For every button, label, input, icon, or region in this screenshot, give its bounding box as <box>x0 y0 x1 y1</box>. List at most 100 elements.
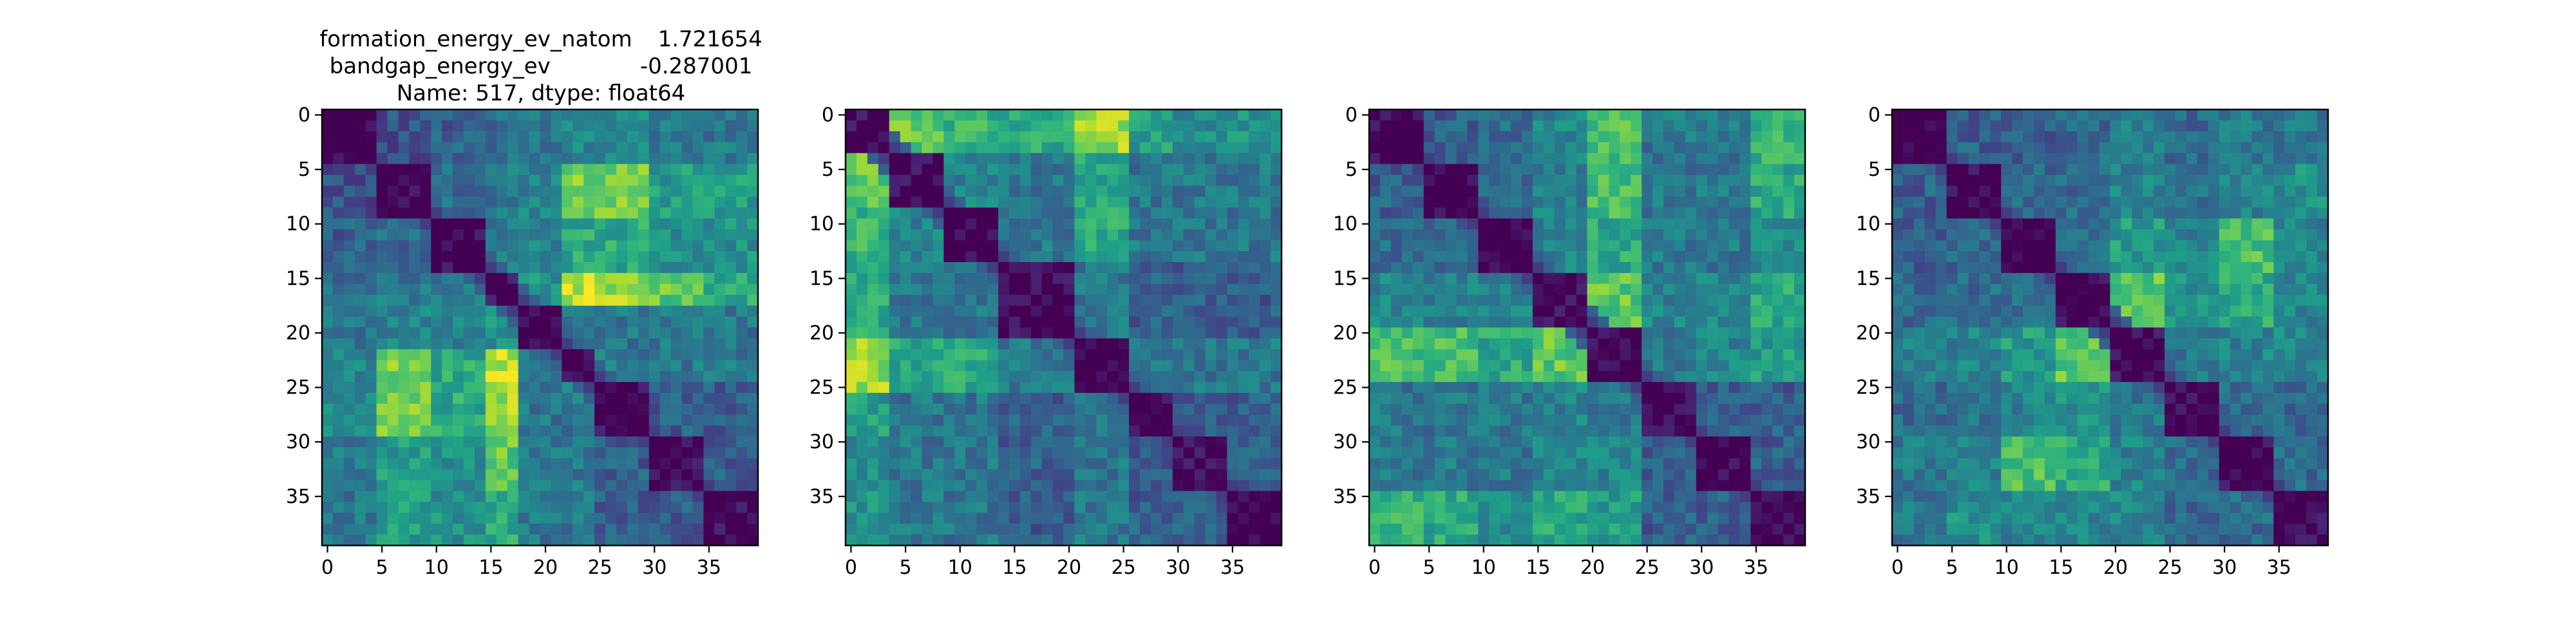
heatmap-cell <box>1063 109 1075 121</box>
heatmap-cell <box>2317 120 2329 132</box>
heatmap-cell <box>1238 272 1249 285</box>
heatmap-cell <box>1707 294 1719 307</box>
heatmap-cell <box>474 207 486 219</box>
heatmap-cell <box>1271 196 1282 208</box>
heatmap-cell <box>1085 491 1097 502</box>
heatmap-cell <box>1576 218 1588 230</box>
heatmap-cell <box>703 218 715 230</box>
heatmap-cell <box>605 469 617 481</box>
heatmap-cell <box>954 360 966 372</box>
heatmap-cell <box>1390 480 1403 491</box>
heatmap-cell <box>343 327 355 339</box>
heatmap-cell <box>998 109 1010 121</box>
heatmap-cell <box>540 283 552 296</box>
heatmap-cell <box>670 272 683 285</box>
heatmap-cell <box>529 294 541 307</box>
heatmap-cell <box>638 535 650 546</box>
heatmap-cell <box>1009 458 1021 470</box>
heatmap-cell <box>518 240 530 252</box>
heatmap-cell <box>573 196 584 208</box>
heatmap-cell <box>954 218 966 230</box>
heatmap-cell <box>856 207 868 219</box>
heatmap-cell <box>1390 371 1403 383</box>
heatmap-cell <box>1107 502 1119 513</box>
heatmap-cell <box>1139 414 1151 426</box>
heatmap-cell <box>867 207 879 219</box>
heatmap-cell <box>889 458 901 470</box>
heatmap-cell <box>529 272 541 285</box>
heatmap-cell <box>616 524 628 535</box>
heatmap-cell <box>933 371 944 383</box>
heatmap-cell <box>605 403 617 415</box>
heatmap-cell <box>1728 251 1741 263</box>
heatmap-cell <box>1183 524 1195 535</box>
heatmap-cell <box>1041 175 1054 187</box>
heatmap-cell <box>1521 469 1533 481</box>
heatmap-cell <box>354 109 366 121</box>
heatmap-cell <box>474 120 486 132</box>
heatmap-cell <box>1772 153 1784 165</box>
heatmap-cell <box>453 240 464 252</box>
heatmap-cell <box>1096 175 1108 187</box>
heatmap-cell <box>420 458 431 470</box>
heatmap-cell <box>1194 535 1206 546</box>
heatmap-cell <box>627 524 639 535</box>
heatmap-cell <box>1500 164 1511 176</box>
heatmap-cell <box>638 120 650 132</box>
heatmap-cell <box>1107 403 1119 415</box>
heatmap-cell <box>1369 502 1381 513</box>
heatmap-cell <box>1587 185 1599 198</box>
heatmap-cell <box>365 469 377 481</box>
heatmap-cell <box>703 251 715 263</box>
heatmap-cell <box>1194 272 1206 285</box>
heatmap-cell <box>1019 305 1032 317</box>
heatmap-cell <box>398 316 410 328</box>
heatmap-cell <box>1063 175 1075 187</box>
heatmap-cell <box>1074 480 1086 491</box>
heatmap-cell <box>1423 196 1435 208</box>
heatmap-cell <box>485 491 497 502</box>
heatmap-cell <box>1467 283 1479 296</box>
heatmap-cell <box>376 218 388 230</box>
heatmap-cell <box>1620 382 1631 393</box>
heatmap-cell <box>1631 261 1642 274</box>
heatmap-cell <box>1227 131 1238 143</box>
heatmap-cell <box>1467 305 1479 317</box>
heatmap-cell <box>846 360 857 372</box>
heatmap-cell <box>474 229 486 241</box>
heatmap-cell <box>900 327 912 339</box>
heatmap-cell <box>692 491 704 502</box>
heatmap-cell <box>1990 120 2002 132</box>
heatmap-cell <box>998 153 1010 165</box>
heatmap-cell <box>616 469 628 481</box>
heatmap-cell <box>1674 491 1686 502</box>
heatmap-cell <box>1150 272 1162 285</box>
heatmap-cell <box>1183 425 1195 437</box>
heatmap-cell <box>1412 261 1425 274</box>
heatmap-cell <box>1249 469 1260 481</box>
heatmap-cell <box>681 229 694 241</box>
heatmap-cell <box>670 196 683 208</box>
heatmap-cell <box>1434 491 1446 502</box>
heatmap-cell <box>605 447 617 459</box>
heatmap-cell <box>889 109 901 121</box>
heatmap-cell <box>583 524 595 535</box>
heatmap-cell <box>594 207 606 219</box>
heatmap-cell <box>1489 109 1501 121</box>
heatmap-cell <box>1085 414 1097 426</box>
x-tick-label: 5 <box>1423 556 1435 579</box>
heatmap-cell <box>1194 218 1206 230</box>
heatmap-cell <box>736 272 748 285</box>
heatmap-cell <box>1663 272 1675 285</box>
heatmap-cell <box>573 305 584 317</box>
heatmap-cell <box>670 185 683 198</box>
heatmap-cell <box>1718 393 1730 404</box>
heatmap-cell <box>365 502 377 513</box>
heatmap-cell <box>900 338 912 350</box>
heatmap-cell <box>332 240 345 252</box>
heatmap-cell <box>1511 480 1522 491</box>
heatmap-cell <box>1129 207 1141 219</box>
heatmap-cell <box>1696 371 1708 383</box>
heatmap-cell <box>1511 218 1522 230</box>
heatmap-cell <box>387 109 399 121</box>
